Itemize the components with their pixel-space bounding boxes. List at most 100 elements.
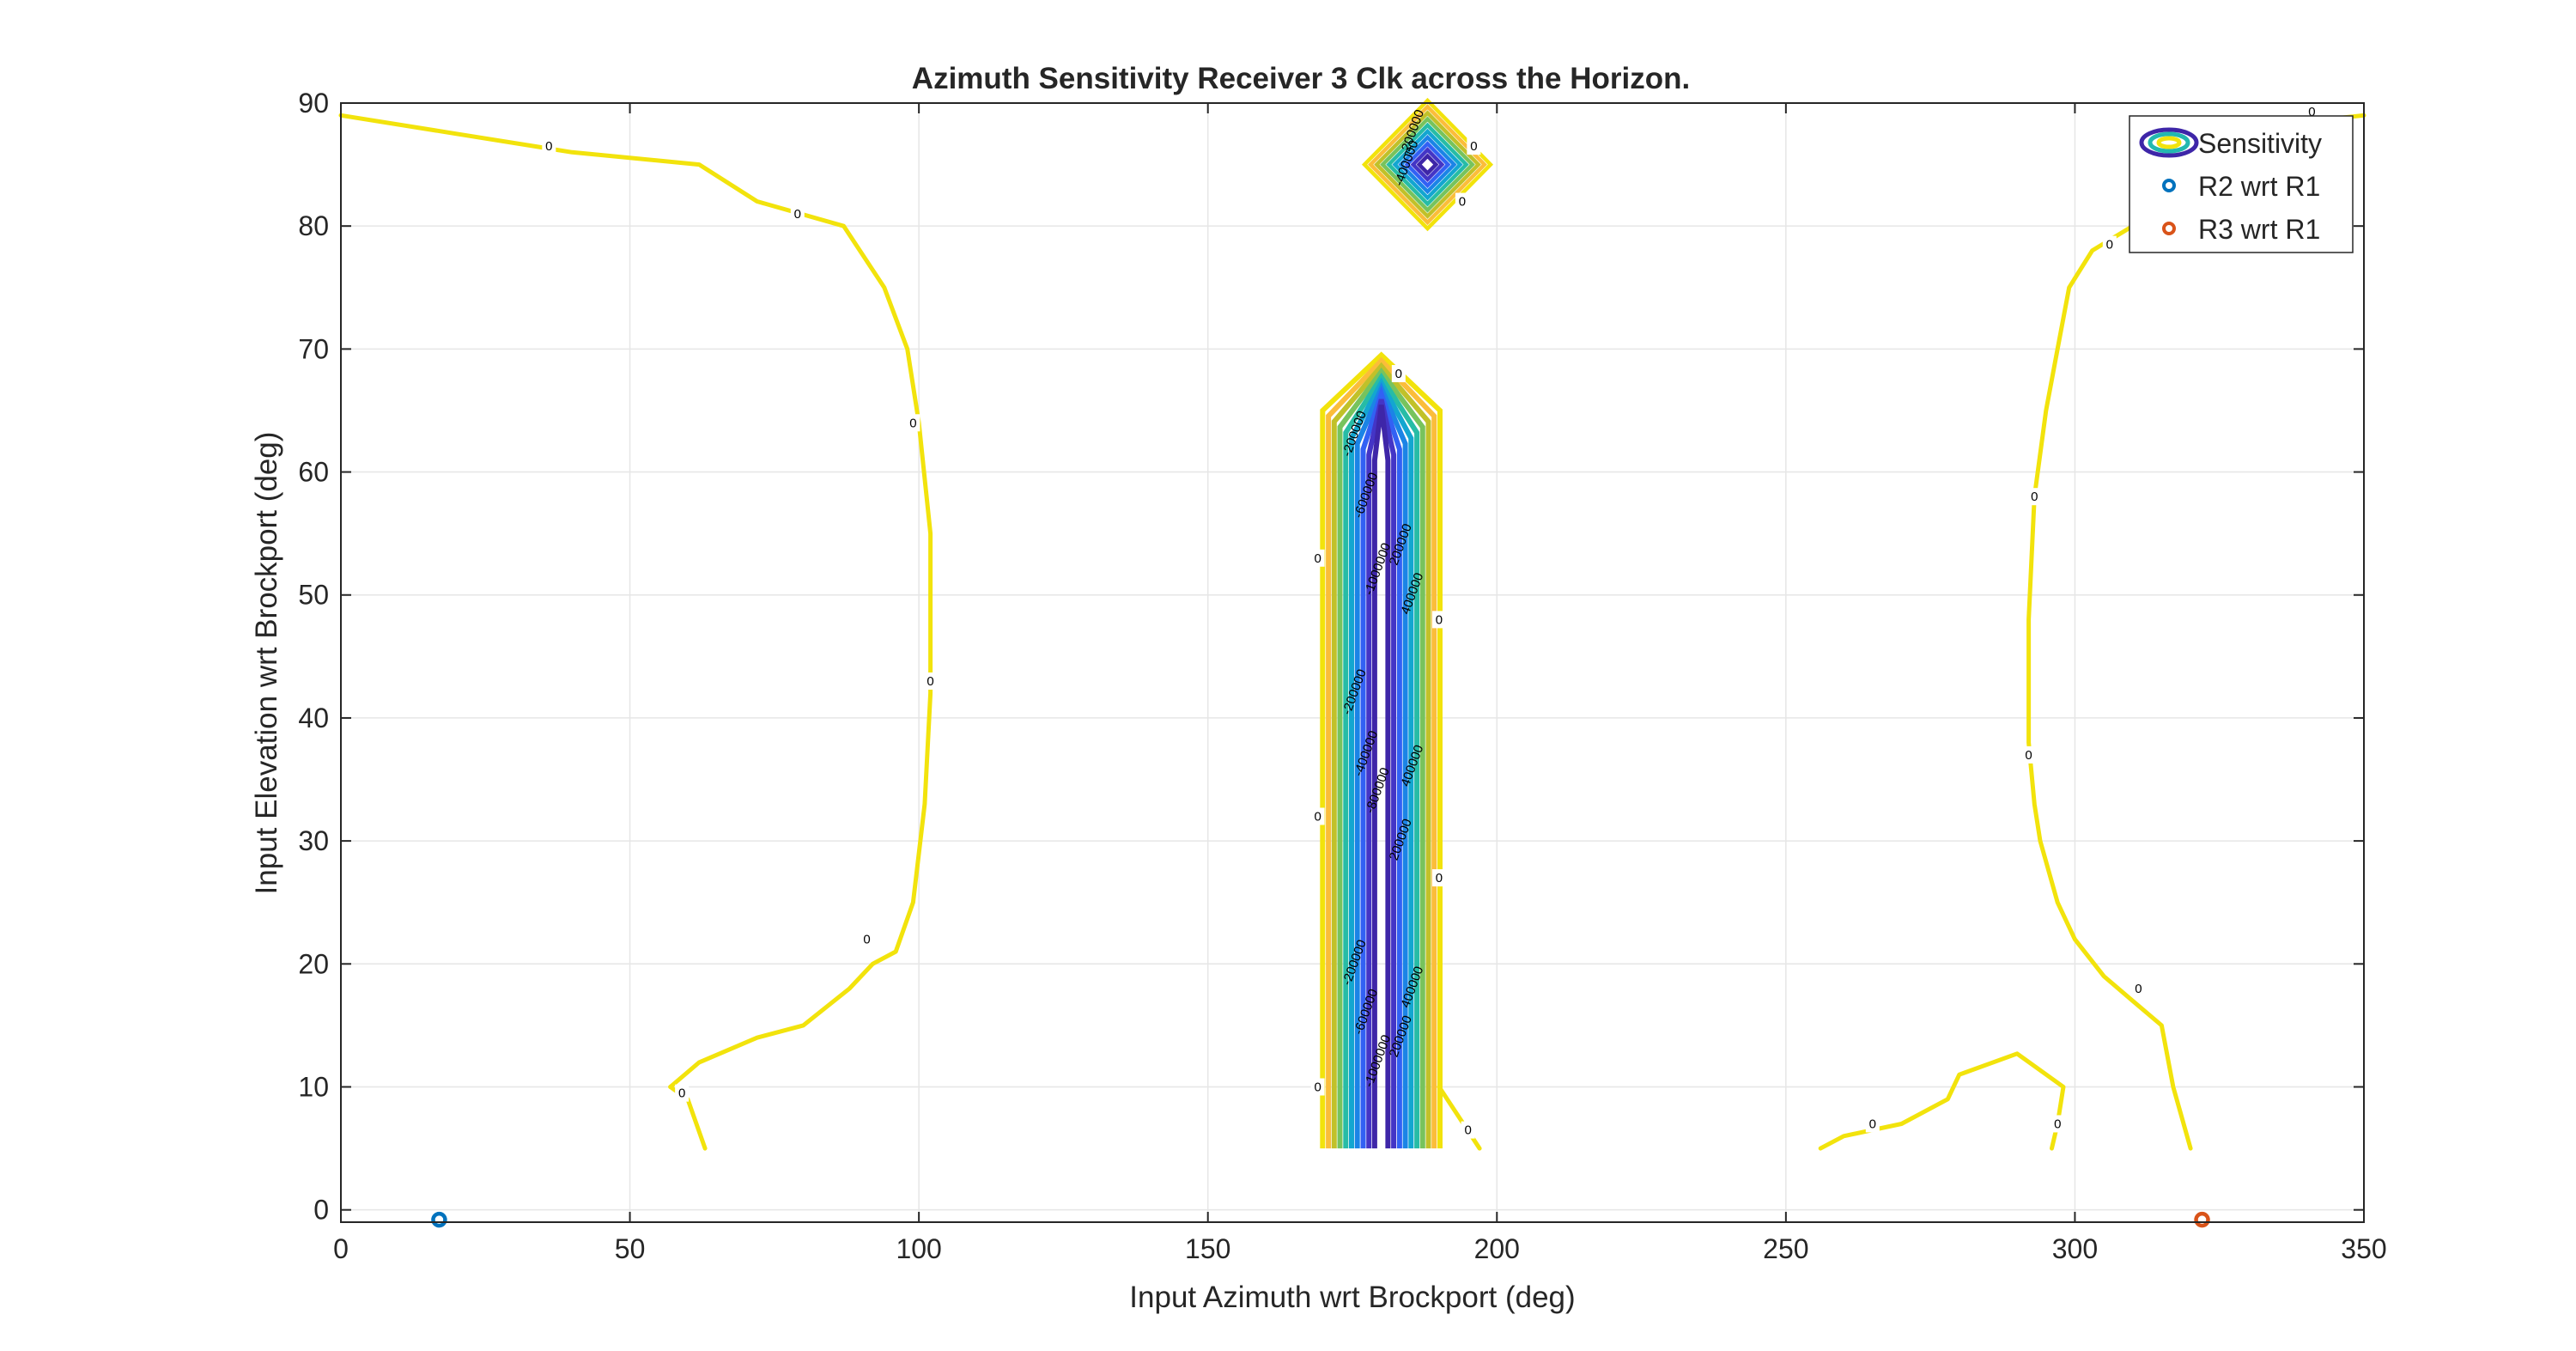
contour-label-background [923,672,938,690]
x-tick-label: 150 [1185,1233,1230,1264]
contour-label-zero: 0 [2106,238,2113,253]
sensitivity-contour-band [1371,405,1391,1149]
legend-label-r2: R2 wrt R1 [2198,171,2320,202]
x-tick-label: 50 [615,1233,646,1264]
contour-label-zero: 0 [1459,195,1466,210]
contour-label-zero: 0 [1436,612,1443,627]
contour-label-background [1461,1121,1475,1139]
contour-label-background [2050,1115,2065,1133]
sensitivity-contour-band [1331,362,1431,1149]
x-tick-label: 350 [2341,1233,2386,1264]
contour-label-zero: 0 [1464,1123,1471,1138]
contour-label-background [675,1084,690,1102]
contour-label-zero: 0 [909,416,916,430]
contour-label-background [1467,137,1481,155]
contour-label-zero: 0 [794,207,801,222]
contour-label-background [1310,549,1325,567]
legend-item-sensitivity: Sensitivity [2139,127,2322,159]
contour-label-background [790,204,805,222]
contour-label-zero: 0 [1470,139,1477,154]
contour-label-zero: 0 [2308,105,2315,119]
contour-label-zero: 0 [1314,1080,1321,1094]
legend-contour-swatch-inner [2156,136,2182,149]
sensitivity-contour-band [1326,356,1437,1149]
contour-label-background [1865,1115,1880,1133]
sensitivity-contour-band [1337,367,1425,1149]
contour-label-background [1391,365,1406,383]
y-tick-label: 40 [298,703,329,733]
zero-contour-line [1818,1051,2066,1151]
contour-label-background [860,930,874,948]
sensitivity-contour-band [1320,351,1443,1149]
legend-contour-swatch-outer [2139,127,2199,158]
sensitivity-contour-diamond [1410,147,1445,183]
contour-label-zero: 0 [1436,871,1443,885]
contour-label-zero: 0 [1314,809,1321,824]
sensitivity-contour-diamond [1416,153,1439,176]
contour-label-zero: 0 [545,139,552,154]
contour-label-background [1431,611,1446,629]
y-tick-label: 60 [298,457,329,488]
contour-label-background [542,137,556,155]
legend-item-r2: R2 wrt R1 [2162,171,2320,202]
contour-label-zero: 0 [863,933,870,947]
x-tick-label: 100 [896,1233,941,1264]
contour-label-background [2102,235,2117,253]
y-tick-label: 90 [298,88,329,119]
legend-label-sensitivity: Sensitivity [2198,128,2322,159]
sensitivity-contour-diamond [1392,128,1463,201]
contour-label-zero: 0 [2031,490,2038,504]
zero-contour-line [2026,223,2193,1151]
zero-contour-line [338,113,933,1089]
sensitivity-contour-diamond [1380,116,1475,213]
plot-frame [340,102,2365,1223]
legend-item-r3: R3 wrt R1 [2162,214,2320,245]
sensitivity-contour-band [1343,372,1420,1149]
y-tick-label: 0 [313,1195,329,1226]
sensitivity-contour-diamond [1404,141,1451,189]
r2-marker [431,1211,447,1228]
sensitivity-contour-diamond [1386,122,1469,207]
contour-label-background [2021,745,2036,764]
legend-label-r3: R3 wrt R1 [2198,214,2320,245]
r3-marker [2194,1211,2210,1228]
y-axis-ticks: 0 10 20 30 40 50 60 70 80 90 [298,88,2364,1226]
y-tick-label: 20 [298,948,329,979]
contour-label-background [1310,1078,1325,1096]
sensitivity-contour-diamond [1374,110,1481,219]
sensitivity-contour-band [1366,399,1397,1149]
contour-label-background [906,414,920,432]
legend-marker-r3 [2162,222,2176,235]
contour-label-background [2027,488,2042,506]
legend-contour-swatch-mid [2148,131,2190,154]
contour-label-zero: 0 [1395,367,1402,381]
x-tick-label: 200 [1474,1233,1520,1264]
contour-label-zero: 0 [2135,982,2142,996]
legend-marker-r2 [2162,179,2176,192]
y-tick-label: 50 [298,580,329,611]
sensitivity-contour-band [1360,385,1402,1149]
contour-label-zero: 0 [1869,1117,1876,1131]
y-tick-label: 10 [298,1071,329,1102]
sensitivity-contour-diamond [1361,97,1494,232]
y-tick-label: 70 [298,333,329,364]
contour-label-background [1431,869,1446,887]
contour-label-zero: 0 [927,674,933,689]
y-tick-label: 80 [298,210,329,241]
contour-label-zero: 0 [1314,551,1321,566]
sensitivity-contour-diamond [1398,134,1457,195]
contour-label-background [2131,979,2146,997]
y-tick-label: 30 [298,825,329,856]
chart-title: Azimuth Sensitivity Receiver 3 Clk acros… [912,62,1690,95]
y-axis-label: Input Elevation wrt Brockport (deg) [250,432,283,895]
receiver-markers [431,1211,2210,1228]
legend: Sensitivity R2 wrt R1 R3 wrt R1 [2129,115,2354,253]
contour-label-zero: 0 [2054,1117,2061,1131]
x-tick-label: 250 [1763,1233,1808,1264]
contour-label-background [1310,807,1325,825]
contour-label-zero: 0 [2025,748,2032,763]
contour-label-zero: 0 [678,1086,685,1101]
x-tick-label: 0 [333,1233,349,1264]
